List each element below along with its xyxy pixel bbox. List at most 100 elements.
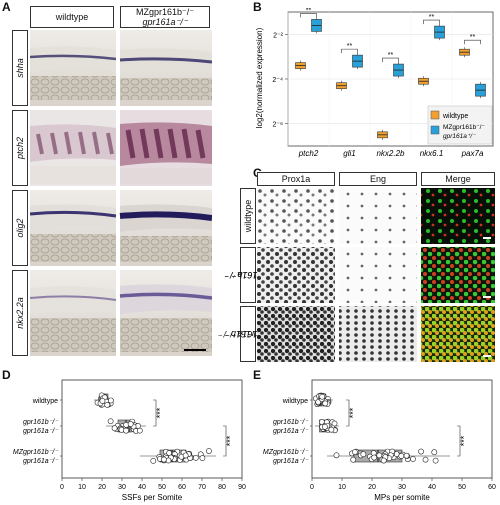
- d-point: [136, 427, 143, 434]
- a-image-shha-wildtype: [30, 30, 117, 106]
- a-image-shha-mutant: [119, 30, 212, 106]
- e-point: [422, 456, 429, 463]
- c-image-grid: [257, 188, 495, 362]
- e-xtick-label: 20: [368, 484, 376, 491]
- panel-label-d: D: [2, 368, 11, 382]
- d-xtick-label: 70: [198, 484, 206, 491]
- e-group-label: wildtype: [282, 398, 308, 405]
- e-group-label: gpr161a⁻/⁻: [273, 428, 309, 435]
- e-point: [376, 452, 383, 459]
- c-image-prox1a-het: [257, 247, 335, 303]
- a-image-olig2-wildtype: [30, 190, 117, 266]
- e-point: [371, 454, 378, 461]
- d-group-label: gpr161a⁻/⁻: [23, 458, 59, 465]
- c-image-merge-het: [421, 247, 495, 303]
- b-legend-mutant-line2: gpr161a⁺/⁻: [443, 133, 476, 140]
- d-xtick-label: 10: [78, 484, 86, 491]
- d-point: [199, 455, 206, 461]
- d-group-label: gpr161a⁻/⁻: [23, 428, 59, 435]
- b-category-label: nkx6.1: [420, 149, 444, 158]
- panel-label-a: A: [2, 0, 11, 14]
- d-xtick-label: 30: [118, 484, 126, 491]
- e-point: [418, 448, 424, 455]
- a-image-ptch2-mutant: [120, 110, 212, 186]
- d-sig-label-1: ***: [155, 407, 165, 418]
- d-xtick-label: 40: [138, 484, 146, 491]
- d-point: [99, 398, 106, 404]
- b-category-label: gli1: [343, 149, 355, 158]
- e-point: [432, 457, 439, 464]
- b-sig-label: **: [347, 43, 353, 50]
- e-sig-label-2: ***: [459, 435, 469, 446]
- c-row-label-mz: MZgpr161b⁻/⁻ gpr161a⁺/⁻: [219, 306, 277, 362]
- e-xtick-label: 50: [458, 484, 466, 491]
- b-ylabel: log2(normalized expression): [255, 27, 264, 128]
- a-header-wildtype: wildtype: [30, 6, 114, 28]
- c-header-merge: Merge: [421, 172, 495, 186]
- d-group-label: wildtype: [32, 398, 58, 405]
- e-point: [398, 453, 405, 459]
- e-xtick-label: 40: [428, 484, 436, 491]
- b-legend-swatch-wildtype: [430, 110, 440, 120]
- d-point: [150, 457, 157, 464]
- e-point: [403, 452, 410, 459]
- a-header-mutant-line2: gpr161a⁻/⁻: [142, 17, 188, 27]
- b-category-label: pax7a: [461, 149, 484, 158]
- b-ytick-label: 2⁻⁶: [273, 122, 284, 129]
- e-point: [331, 420, 338, 427]
- d-xtick-label: 60: [178, 484, 186, 491]
- b-sig-label: **: [470, 34, 476, 41]
- d-xtick-label: 90: [238, 484, 246, 491]
- e-point: [360, 451, 367, 458]
- e-xlabel: MPs per somite: [374, 493, 430, 502]
- a-image-nkx2-2a-wildtype: [30, 270, 117, 356]
- e-point: [333, 452, 340, 459]
- d-point: [165, 457, 172, 464]
- b-category-label: ptch2: [298, 149, 319, 158]
- d-point: [192, 454, 199, 461]
- d-xtick-label: 80: [218, 484, 226, 491]
- a-image-ptch2-wildtype: [30, 110, 116, 186]
- chart-d: wildtype gpr161b⁻/⁻ gpr161a⁻/⁻ MZgpr161b⁻/⁻…: [13, 379, 246, 502]
- e-point: [319, 393, 326, 400]
- b-legend-mutant-line1: MZgpr161b⁻/⁻: [443, 124, 485, 131]
- e-point: [431, 449, 438, 456]
- panel-label-b: B: [253, 0, 262, 14]
- a-header-mutant-line1: MZgpr161b⁻/⁻: [135, 7, 195, 17]
- e-point: [350, 456, 357, 463]
- panel-label-e: E: [253, 368, 262, 382]
- d-point: [111, 425, 118, 432]
- c-row-label-wildtype: wildtype: [240, 188, 256, 244]
- e-sig-bracket-2: [457, 425, 461, 457]
- b-ytick-label: 2⁻²: [273, 32, 284, 39]
- b-sig-bracket: [423, 19, 440, 25]
- e-xtick-label: 30: [398, 484, 406, 491]
- a-image-nkx2-2a-mutant: [119, 270, 212, 356]
- d-point: [127, 421, 134, 427]
- b-sig-label: **: [388, 52, 394, 59]
- c-image-eng-het: [339, 247, 417, 303]
- chart-b: log2(normalized expression) 2⁻² 2⁻⁴ 2⁻⁶ **…: [255, 8, 494, 158]
- d-xtick-label: 0: [60, 484, 64, 491]
- a-header-wildtype-text: wildtype: [55, 12, 89, 22]
- a-row-label-ptch2: ptch2: [12, 110, 28, 186]
- d-xtick-label: 50: [158, 484, 166, 491]
- a-image-olig2-mutant: [119, 190, 212, 266]
- e-sig-label-1: ***: [348, 407, 358, 418]
- e-point: [410, 456, 416, 462]
- c-image-merge-wildtype: [421, 188, 495, 244]
- c-header-prox1a: Prox1a: [257, 172, 335, 186]
- d-group-label: gpr161b⁻/⁻: [23, 419, 59, 426]
- b-legend: wildtype MZgpr161b⁻/⁻ gpr161a⁺/⁻: [427, 105, 493, 145]
- e-xtick-label: 10: [338, 484, 346, 491]
- e-point: [380, 457, 387, 464]
- e-group-label: gpr161a⁻/⁻: [273, 458, 309, 465]
- a-header-mutant: MZgpr161b⁻/⁻ gpr161a⁻/⁻: [120, 6, 210, 28]
- c-image-prox1a-wildtype: [257, 188, 335, 244]
- d-point: [206, 448, 212, 454]
- a-image-grid: [30, 30, 212, 356]
- d-point: [182, 452, 189, 459]
- e-plot-frame: [311, 379, 493, 479]
- b-sig-bracket: [341, 48, 358, 54]
- d-group-label: MZgpr161b⁻/⁻: [13, 449, 59, 456]
